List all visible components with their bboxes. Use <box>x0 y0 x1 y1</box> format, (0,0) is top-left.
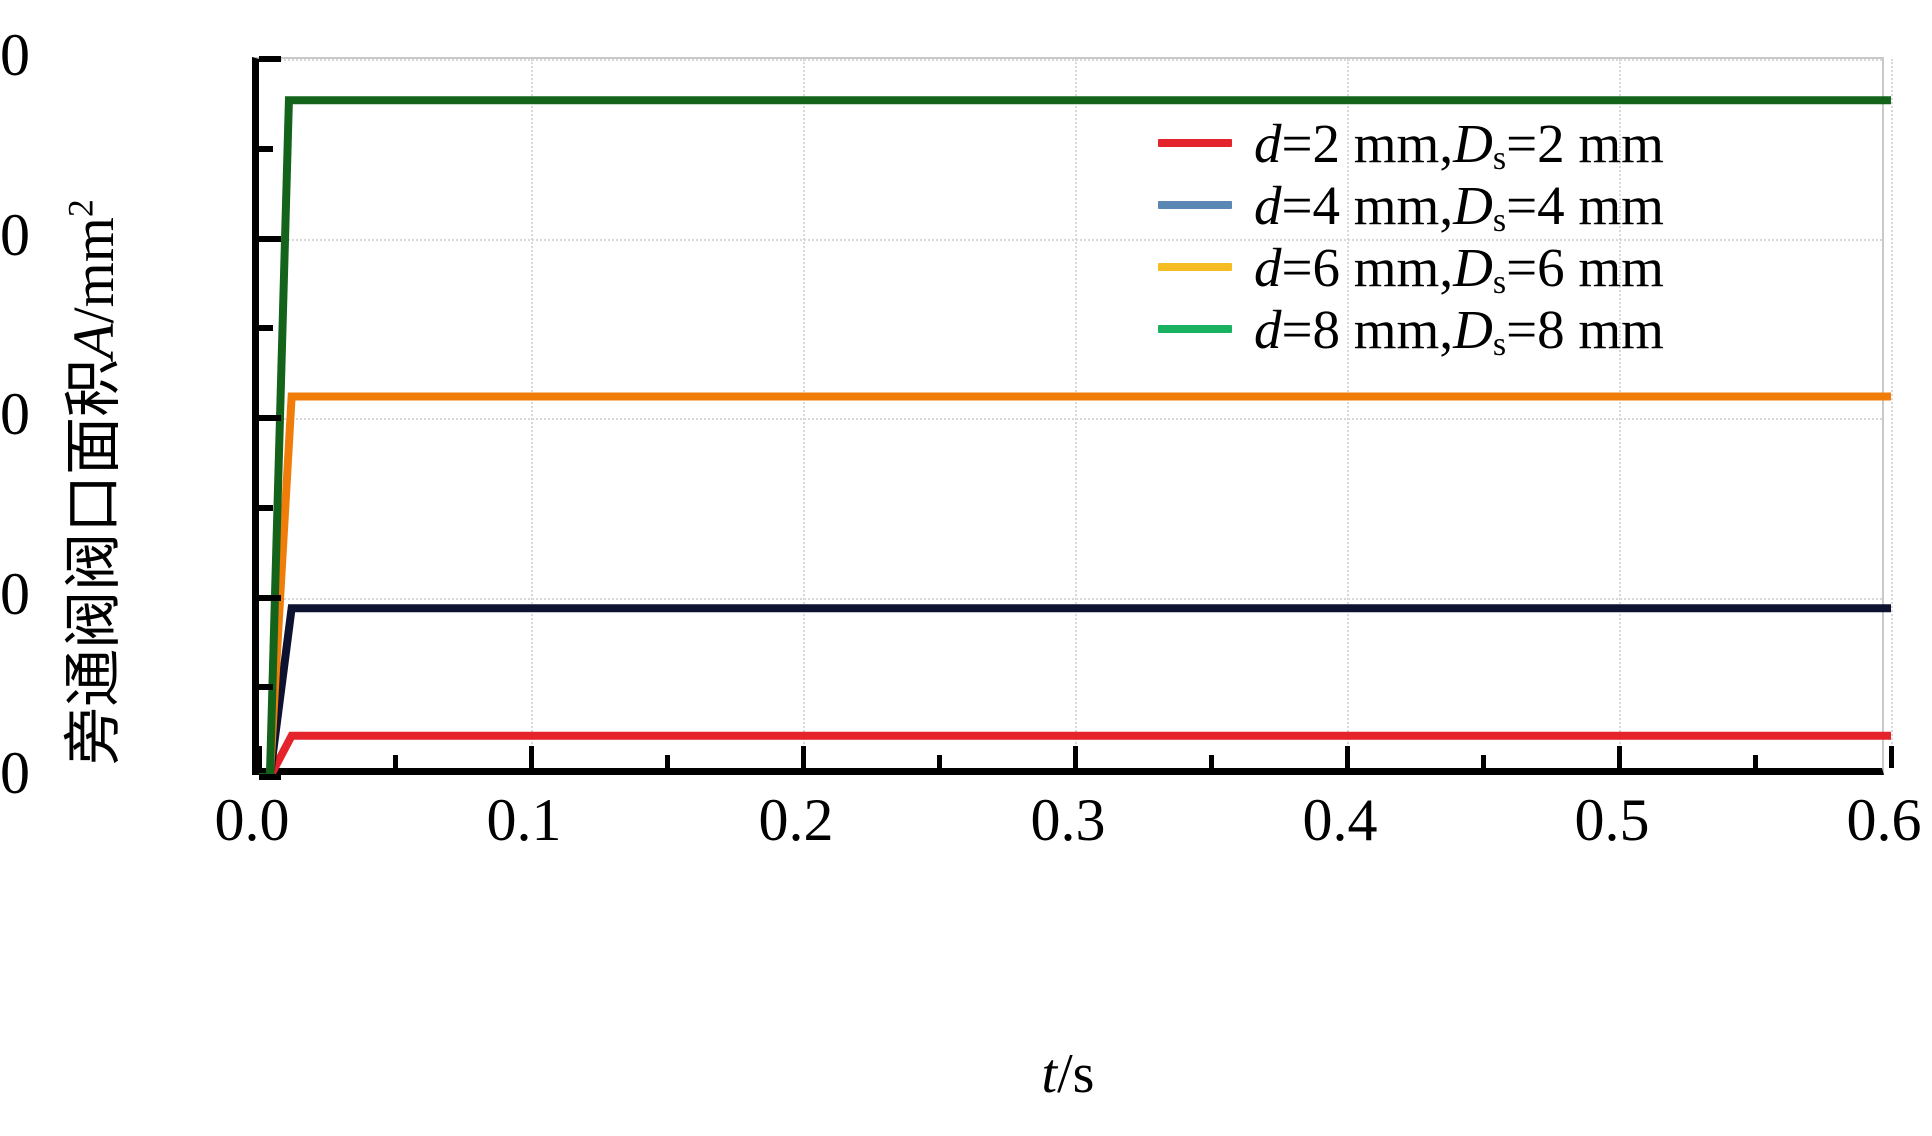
gridline-horizontal <box>259 238 1882 241</box>
legend-color-swatch <box>1158 139 1232 147</box>
gridline-vertical <box>1075 59 1077 768</box>
y-axis-minor-tick <box>259 684 273 691</box>
y-axis-tick-label: 30 <box>0 201 30 268</box>
plot-area <box>252 56 1894 780</box>
legend-var-D: D <box>1453 112 1493 174</box>
y-axis-exponent: 2 <box>60 199 101 218</box>
x-axis-tick-label: 0.2 <box>758 787 834 853</box>
x-axis-minor-tick <box>1209 755 1214 768</box>
gridline-vertical <box>1347 59 1349 768</box>
x-axis-tick <box>1345 746 1350 768</box>
x-axis-tick-label: 0.3 <box>1030 787 1106 853</box>
legend-item[interactable]: d=2 mm,Ds=2 mm <box>1158 112 1898 176</box>
y-axis-tick-label: 20 <box>0 381 30 447</box>
x-axis-tick-label: 0.6 <box>1846 787 1922 853</box>
legend-var-D: D <box>1453 174 1493 236</box>
legend-item-label: d=4 mm,Ds=4 mm <box>1254 174 1664 238</box>
grid-layer <box>259 59 1893 768</box>
gridline-horizontal <box>259 418 1882 420</box>
gridline-vertical <box>803 59 805 768</box>
x-axis-title: t/s <box>252 1042 1884 1106</box>
gridline-horizontal <box>259 59 1882 61</box>
y-axis-minor-tick <box>259 145 273 152</box>
x-axis-minor-tick <box>1753 755 1758 768</box>
y-axis-tick-label: 40 <box>0 22 30 88</box>
legend-var-D-subscript: s <box>1492 326 1507 363</box>
y-axis-variable: A <box>61 323 126 359</box>
x-axis-tick <box>1617 746 1622 768</box>
x-axis-tick <box>801 746 806 768</box>
gridline-vertical <box>1619 59 1621 768</box>
legend-value-d: =6 mm, <box>1281 236 1454 298</box>
legend-item[interactable]: d=4 mm,Ds=4 mm <box>1158 174 1898 238</box>
gridline-vertical <box>531 59 533 768</box>
y-axis-title-text: 旁通阀阀口面积 <box>61 358 126 765</box>
x-axis-tick <box>257 746 262 768</box>
legend-item[interactable]: d=8 mm,Ds=8 mm <box>1158 298 1898 362</box>
y-axis-minor-tick <box>259 504 273 511</box>
gridline-horizontal <box>259 597 1882 600</box>
y-axis-tick <box>259 235 281 242</box>
x-axis-unit: /s <box>1057 1043 1095 1105</box>
y-axis-tick-label: 0 <box>0 740 30 806</box>
legend-value-D: =2 mm <box>1506 112 1664 174</box>
gridline-vertical <box>1891 59 1893 768</box>
y-axis-title: 旁通阀阀口面积A/mm2 <box>46 102 130 862</box>
legend-value-d: =2 mm, <box>1281 112 1454 174</box>
y-axis-unit: /mm <box>61 217 126 324</box>
y-axis-tick <box>259 415 281 421</box>
legend-var-d: d <box>1254 236 1282 298</box>
y-axis-tick <box>259 56 281 62</box>
y-axis-tick <box>259 594 281 601</box>
x-axis-tick <box>1073 746 1078 768</box>
legend-item-label: d=2 mm,Ds=2 mm <box>1254 112 1664 176</box>
legend-var-d: d <box>1254 298 1282 360</box>
x-axis-minor-tick <box>937 755 942 768</box>
chart-legend: d=2 mm,Ds=2 mm d=4 mm,Ds=4 mm d=6 mm,Ds=6 … <box>1158 112 1898 362</box>
legend-var-D-subscript: s <box>1492 140 1507 177</box>
tick-layer <box>257 56 1894 780</box>
y-axis-tick-label: 10 <box>0 560 30 627</box>
legend-item-label: d=6 mm,Ds=6 mm <box>1254 236 1664 300</box>
legend-color-swatch <box>1158 201 1232 209</box>
legend-item-label: d=8 mm,Ds=8 mm <box>1254 298 1664 362</box>
legend-value-D: =8 mm <box>1506 298 1664 360</box>
x-axis-tick-label: 0.1 <box>486 787 562 853</box>
legend-color-swatch <box>1158 325 1232 333</box>
x-axis-minor-tick <box>1481 755 1486 768</box>
x-axis-minor-tick <box>665 755 670 768</box>
x-axis-tick-label: 0.4 <box>1302 787 1378 853</box>
legend-value-D: =6 mm <box>1506 236 1664 298</box>
legend-item[interactable]: d=6 mm,Ds=6 mm <box>1158 236 1898 300</box>
x-axis-tick <box>529 746 534 768</box>
x-axis-variable: t <box>1041 1043 1058 1105</box>
legend-value-d: =4 mm, <box>1281 174 1454 236</box>
x-axis-tick-label: 0.5 <box>1574 787 1650 853</box>
y-axis-tick <box>259 774 281 780</box>
legend-value-D: =4 mm <box>1506 174 1664 236</box>
x-axis-tick-label: 0.0 <box>214 787 290 853</box>
x-axis-tick <box>1889 746 1894 768</box>
legend-var-D: D <box>1453 298 1493 360</box>
x-axis-minor-tick <box>393 755 398 768</box>
y-axis-minor-tick <box>259 325 273 332</box>
legend-var-D-subscript: s <box>1492 202 1507 239</box>
legend-color-swatch <box>1158 263 1232 271</box>
legend-var-D: D <box>1453 236 1493 298</box>
legend-value-d: =8 mm, <box>1281 298 1454 360</box>
legend-var-d: d <box>1254 174 1282 236</box>
legend-var-d: d <box>1254 112 1282 174</box>
legend-var-D-subscript: s <box>1492 264 1507 301</box>
